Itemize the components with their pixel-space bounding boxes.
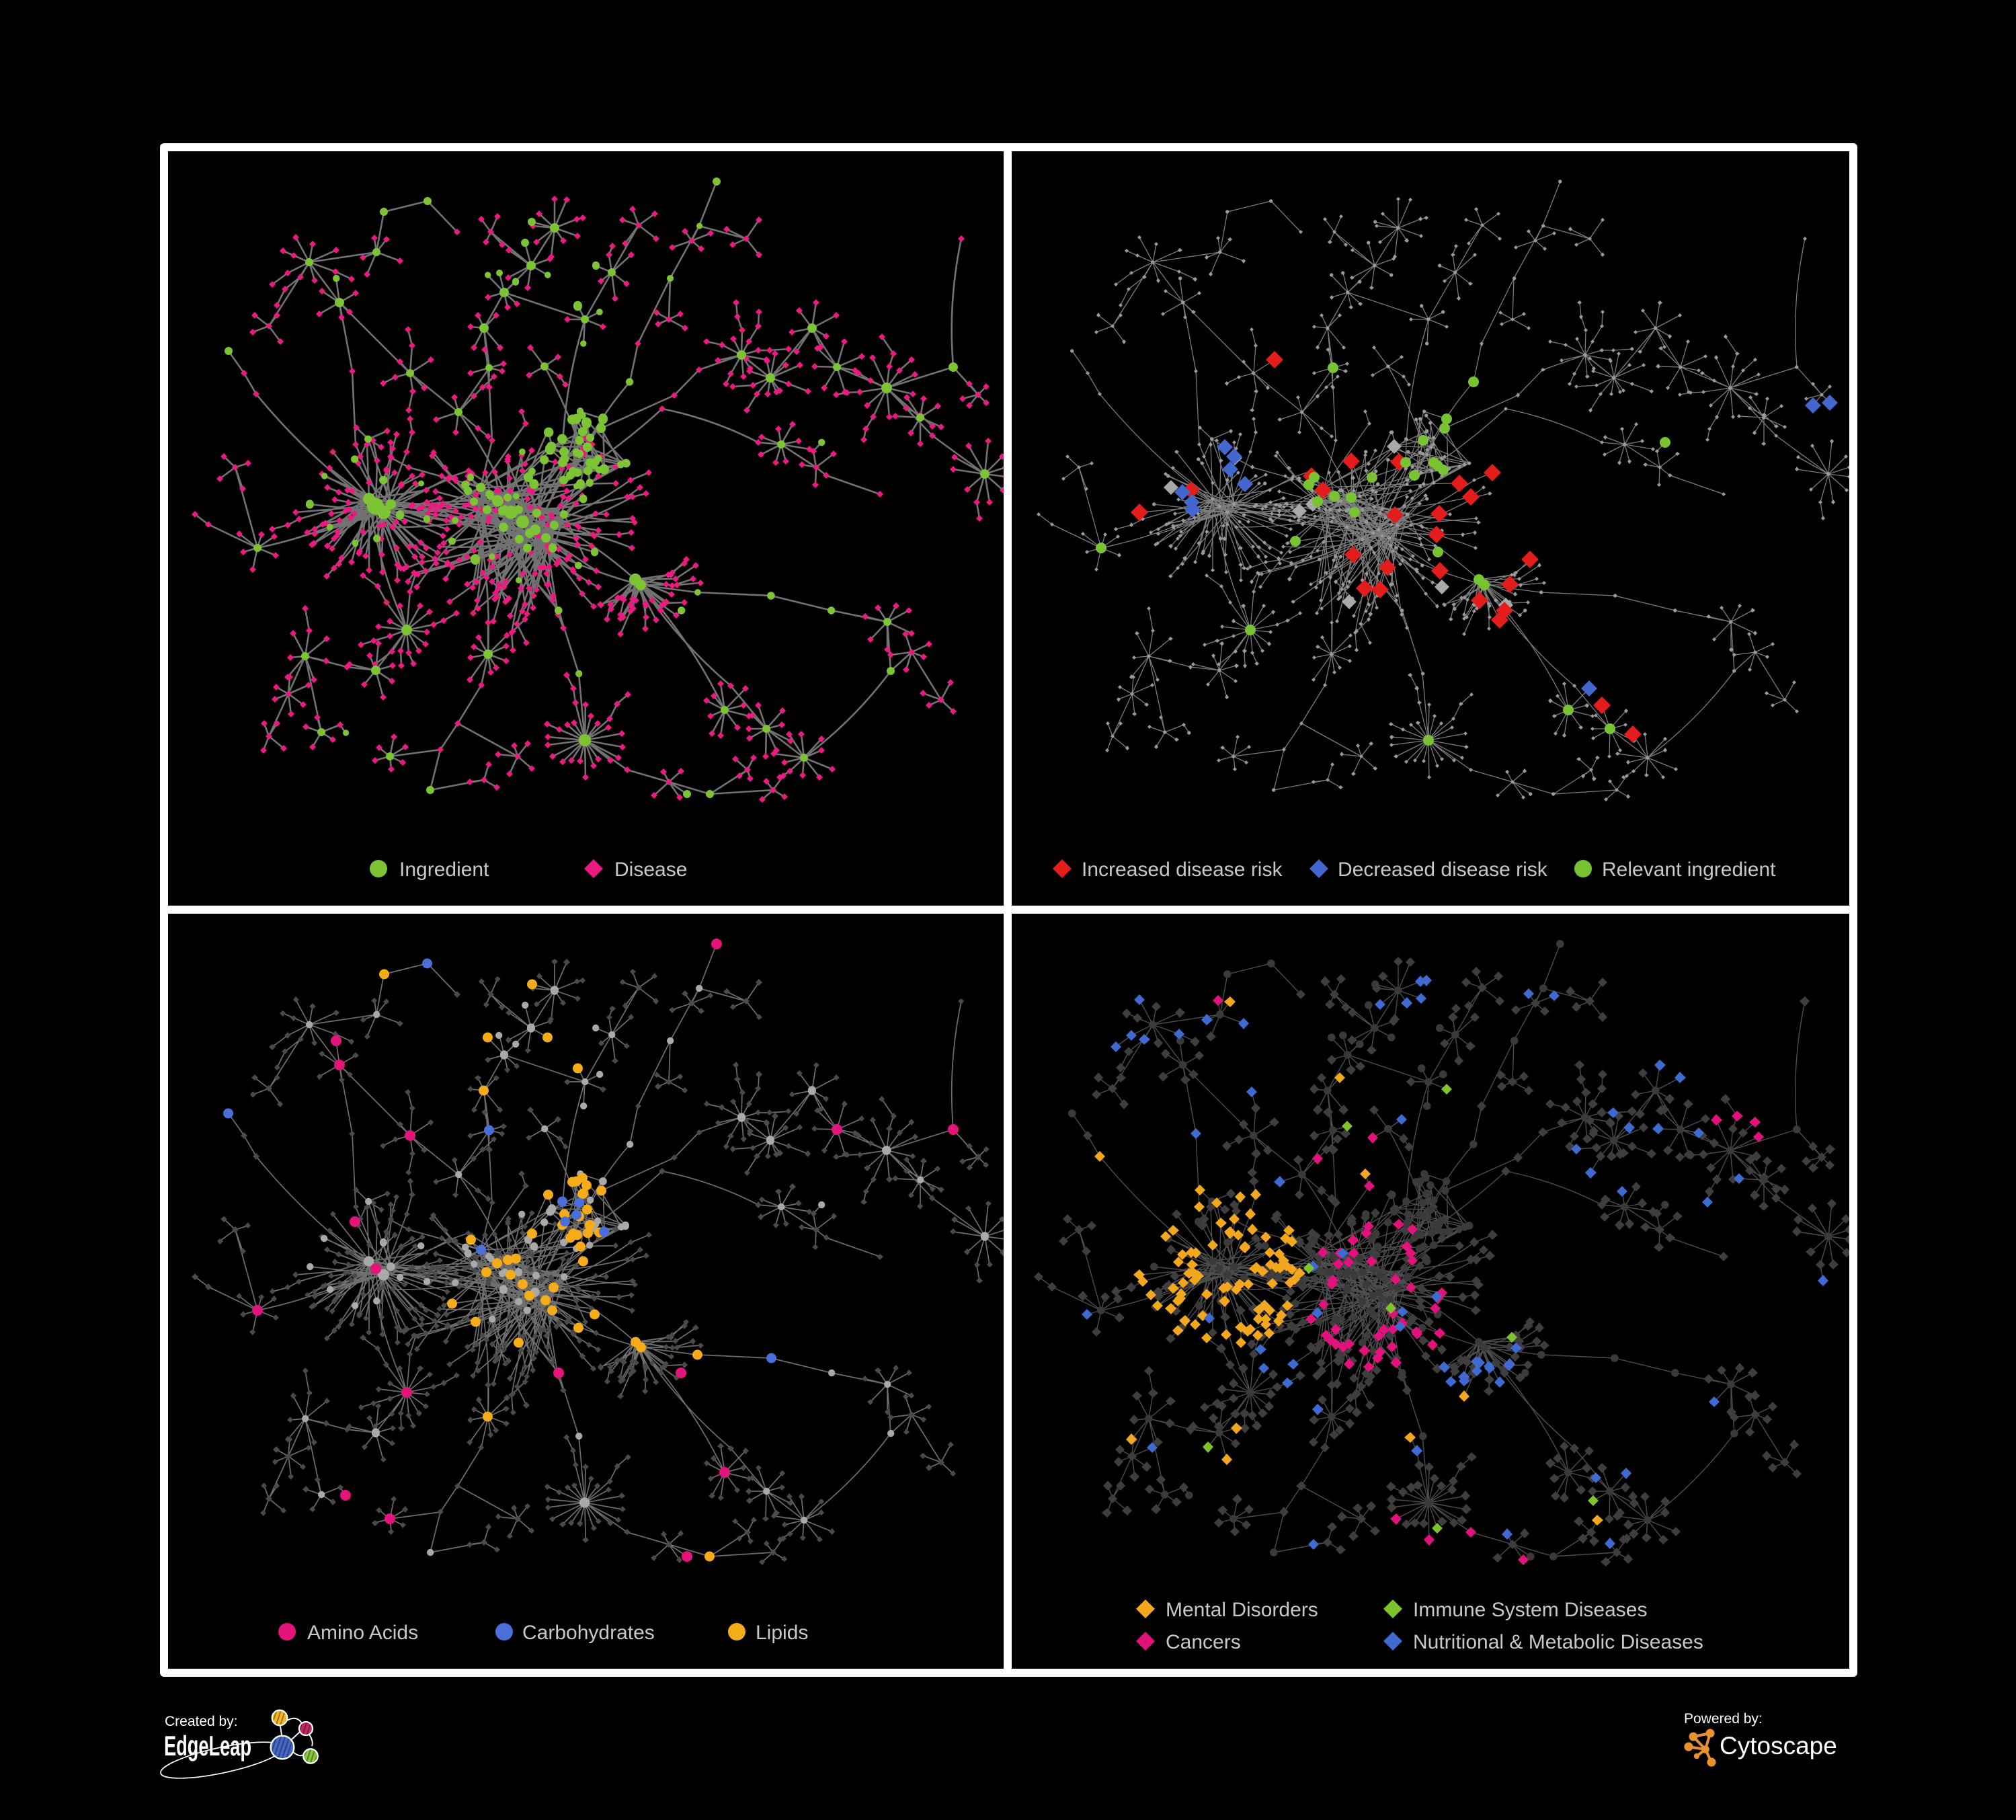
svg-text:Decreased disease risk: Decreased disease risk xyxy=(1338,859,1548,881)
svg-text:Amino Acids: Amino Acids xyxy=(307,1622,418,1644)
svg-text:Mental Disorders: Mental Disorders xyxy=(1166,1599,1318,1621)
svg-text:Ingredient: Ingredient xyxy=(399,859,489,881)
svg-text:Carbohydrates: Carbohydrates xyxy=(522,1622,655,1644)
svg-text:Powered by:: Powered by: xyxy=(1684,1711,1763,1727)
svg-text:Immune System Diseases: Immune System Diseases xyxy=(1413,1599,1647,1621)
svg-text:Created by:: Created by: xyxy=(165,1714,238,1729)
svg-text:Disease: Disease xyxy=(614,859,687,881)
svg-text:Cancers: Cancers xyxy=(1166,1631,1241,1653)
svg-text:Increased disease risk: Increased disease risk xyxy=(1082,859,1283,881)
svg-text:EdgeLeap: EdgeLeap xyxy=(164,1730,251,1762)
svg-text:Cytoscape: Cytoscape xyxy=(1720,1732,1837,1759)
svg-text:Nutritional & Metabolic Diseas: Nutritional & Metabolic Diseases xyxy=(1413,1631,1703,1653)
svg-text:Relevant ingredient: Relevant ingredient xyxy=(1602,859,1776,881)
svg-text:Lipids: Lipids xyxy=(756,1622,808,1644)
